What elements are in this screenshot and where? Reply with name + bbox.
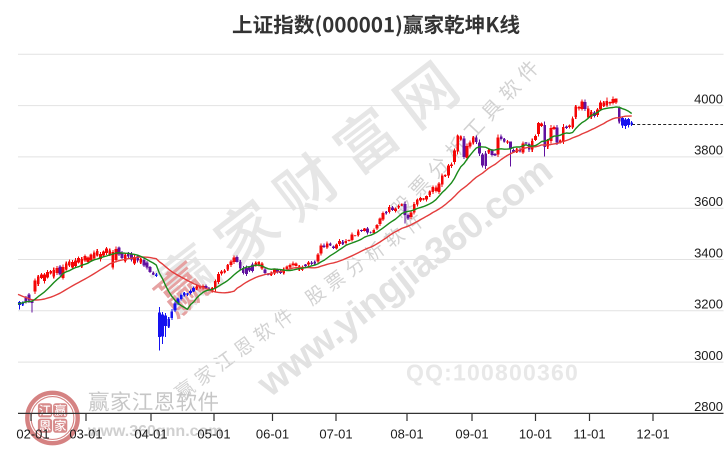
svg-text:06-01: 06-01: [256, 427, 289, 442]
svg-text:02-01: 02-01: [16, 427, 49, 442]
svg-text:07-01: 07-01: [319, 427, 352, 442]
svg-text:3200: 3200: [694, 297, 723, 312]
svg-text:05-01: 05-01: [197, 427, 230, 442]
svg-text:03-01: 03-01: [69, 427, 102, 442]
svg-text:11-01: 11-01: [573, 427, 605, 442]
svg-text:3800: 3800: [694, 143, 723, 158]
svg-text:2800: 2800: [694, 399, 723, 414]
svg-text:08-01: 08-01: [390, 427, 423, 442]
svg-text:12-01: 12-01: [636, 427, 669, 442]
svg-text:3600: 3600: [694, 194, 723, 209]
svg-text:www.360gnn.com: www.360gnn.com: [87, 423, 223, 440]
svg-text:3400: 3400: [694, 245, 723, 260]
svg-text:09-01: 09-01: [455, 427, 488, 442]
svg-text:10-01: 10-01: [519, 427, 552, 442]
svg-text:QQ:100800360: QQ:100800360: [406, 360, 579, 386]
svg-text:3000: 3000: [694, 348, 723, 363]
svg-text:4000: 4000: [694, 91, 723, 106]
svg-text:04-01: 04-01: [134, 427, 167, 442]
